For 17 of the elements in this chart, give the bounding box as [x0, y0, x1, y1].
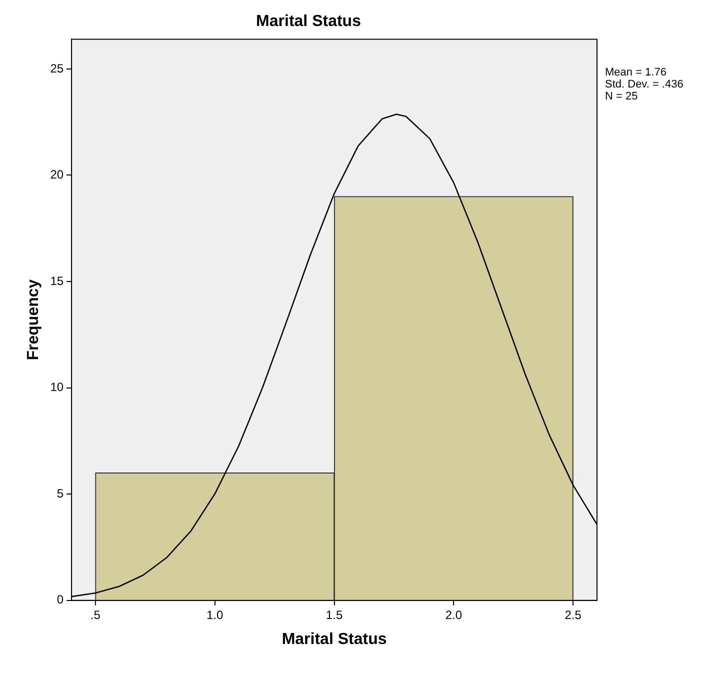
text: Std. Dev. = .436: [605, 78, 684, 91]
y-tick-label: 15: [50, 274, 64, 288]
x-tick-label: .5: [90, 608, 101, 622]
y-tick-label: 25: [50, 61, 64, 76]
x-axis-title: Marital Status: [282, 630, 387, 648]
y-axis-title: Frequency: [25, 279, 42, 360]
chart-title: Marital Status: [256, 13, 362, 30]
y-tick-label: 0: [56, 592, 64, 607]
y-tick-label: 10: [50, 380, 64, 394]
text: Mean = 1.76: [605, 66, 666, 79]
x-tick-label: 2.0: [445, 608, 462, 622]
x-tick-label: 1.5: [326, 608, 343, 622]
text: N = 25: [605, 90, 638, 103]
y-tick-label: 5: [56, 486, 64, 500]
x-tick-label: 2.5: [564, 608, 582, 622]
y-tick-label: 20: [50, 168, 64, 182]
x-tick-label: 1.0: [206, 608, 224, 622]
